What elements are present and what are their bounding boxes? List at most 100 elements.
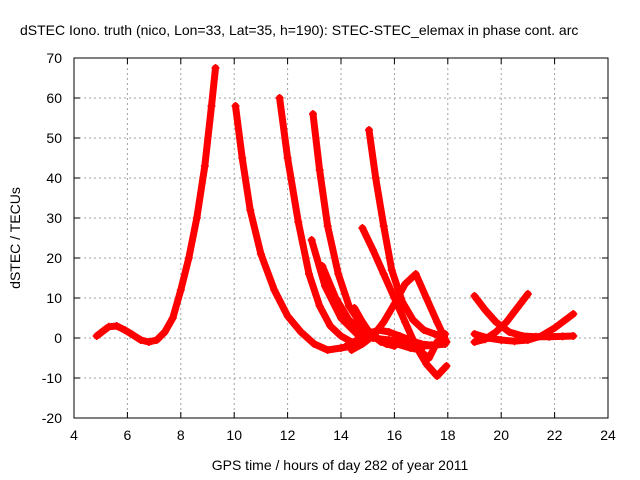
data-point (441, 330, 450, 338)
data-point (505, 328, 514, 336)
data-point (104, 322, 113, 331)
y-tick-label: -10 (42, 370, 62, 386)
data-point (334, 270, 343, 278)
data-point (200, 162, 209, 170)
data-point (176, 286, 185, 294)
data-point (275, 94, 284, 102)
data-point (207, 102, 216, 110)
data-point (395, 332, 404, 340)
x-axis-label: GPS time / hours of day 282 of year 2011 (212, 457, 469, 473)
chart-title: dSTEC Iono. truth (nico, Lon=33, Lat=35,… (20, 22, 578, 38)
data-point (569, 332, 578, 340)
series-trace (93, 64, 219, 346)
data-point (337, 314, 345, 322)
data-point (510, 337, 519, 346)
data-point (353, 336, 362, 344)
data-point (294, 218, 303, 226)
series-trace (276, 94, 356, 346)
data-point (99, 326, 108, 335)
data-point (523, 290, 532, 298)
y-tick-label: 0 (54, 330, 62, 346)
data-point (112, 322, 121, 330)
data-point (120, 326, 129, 334)
data-point (152, 336, 161, 344)
axis-ticks: 4 6 8 10 12 14 16 18 20 22 24 -20 -10 0 10 20 30 40 50 60 70 (42, 50, 616, 443)
x-tick-label: 18 (440, 427, 456, 443)
data-point (409, 316, 418, 324)
y-tick-label: 60 (46, 90, 62, 106)
data-point (315, 302, 324, 310)
data-point (558, 332, 567, 341)
x-tick-label: 22 (547, 427, 563, 443)
data-point (310, 340, 319, 348)
data-point (283, 312, 292, 320)
data-point (387, 266, 396, 274)
data-point (365, 126, 374, 134)
data-series (365, 126, 448, 340)
y-axis-label: dSTEC / TECUs (7, 187, 23, 289)
data-point (308, 110, 317, 118)
y-tick-label: 70 (46, 50, 62, 66)
data-series (275, 94, 356, 346)
data-point (128, 330, 137, 339)
data-point (442, 362, 451, 370)
data-point (406, 332, 415, 340)
data-point (537, 332, 546, 340)
data-point (270, 286, 279, 294)
series-trace (309, 110, 380, 340)
data-point (382, 340, 391, 348)
data-point (550, 324, 559, 332)
data-point (358, 340, 367, 348)
y-tick-label: 10 (46, 290, 62, 306)
data-point (470, 338, 479, 346)
data-point (483, 334, 492, 342)
data-series (350, 304, 399, 350)
data-series (358, 224, 451, 380)
data-point (481, 306, 490, 314)
data-point (350, 304, 359, 312)
data-point (144, 338, 153, 346)
data-point (304, 270, 313, 278)
data-point (430, 341, 439, 350)
data-point (231, 102, 240, 110)
data-point (160, 328, 169, 336)
series-trace (348, 270, 450, 354)
y-tick-label: 30 (46, 210, 62, 226)
data-point (192, 214, 201, 222)
data-point (470, 330, 479, 338)
data-point (307, 236, 316, 244)
data-point (337, 332, 345, 340)
data-point (497, 336, 506, 344)
x-tick-label: 20 (493, 427, 509, 443)
data-point (569, 310, 578, 318)
y-tick-label: -20 (42, 410, 62, 426)
data-point (401, 318, 410, 326)
data-point (358, 224, 367, 232)
data-point (358, 318, 367, 326)
data-point (379, 318, 388, 326)
data-series (92, 64, 220, 346)
data-point (419, 342, 428, 350)
x-tick-label: 10 (226, 427, 242, 443)
data-series (470, 292, 578, 341)
data-point (246, 206, 255, 214)
data-point (409, 342, 418, 350)
data-point (561, 316, 570, 324)
grid (74, 58, 608, 418)
x-tick-label: 6 (124, 427, 132, 443)
x-tick-label: 12 (280, 427, 296, 443)
data-point (366, 330, 375, 338)
data-point (390, 300, 399, 308)
data-point (513, 304, 522, 312)
data-point (411, 270, 420, 278)
data-point (379, 270, 388, 278)
data-point (323, 222, 332, 230)
plot-frame (73, 57, 609, 419)
series-trace (232, 102, 356, 354)
data-point (422, 360, 431, 368)
data-point (419, 326, 428, 334)
data-point (211, 64, 220, 72)
data-point (168, 314, 177, 322)
data-point (433, 318, 442, 326)
